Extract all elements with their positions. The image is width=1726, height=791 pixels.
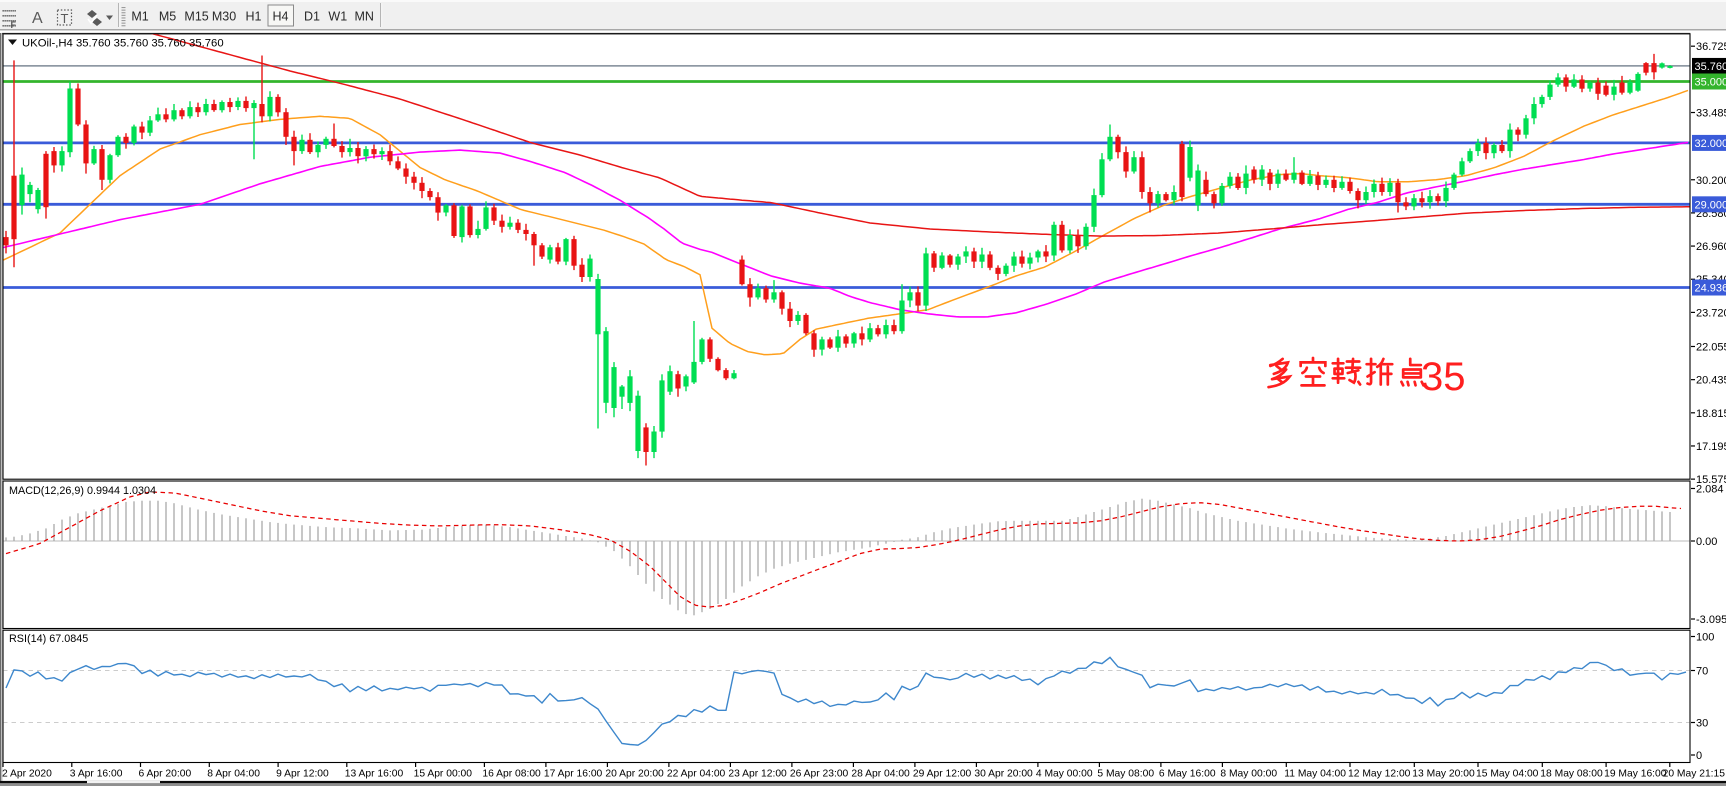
svg-text:4 May 00:00: 4 May 00:00 — [1036, 769, 1093, 780]
svg-text:18.815: 18.815 — [1696, 408, 1726, 420]
svg-text:17.195: 17.195 — [1696, 441, 1726, 453]
svg-text:D1: D1 — [304, 10, 320, 24]
svg-text:M30: M30 — [212, 10, 236, 24]
svg-text:29.000: 29.000 — [1695, 199, 1726, 211]
svg-text:2 Apr 2020: 2 Apr 2020 — [2, 769, 52, 780]
svg-text:20 Apr 20:00: 20 Apr 20:00 — [605, 769, 664, 780]
svg-text:0.00: 0.00 — [1696, 536, 1717, 548]
svg-text:RSI(14) 67.0845: RSI(14) 67.0845 — [9, 633, 88, 645]
svg-text:20 May 21:15: 20 May 21:15 — [1663, 769, 1726, 780]
svg-text:17 Apr 16:00: 17 Apr 16:00 — [544, 769, 603, 780]
svg-text:16 Apr 08:00: 16 Apr 08:00 — [482, 769, 541, 780]
svg-text:35: 35 — [1421, 355, 1466, 399]
svg-text:6 May 16:00: 6 May 16:00 — [1159, 769, 1216, 780]
svg-text:12 May 12:00: 12 May 12:00 — [1348, 769, 1411, 780]
svg-text:5 May 08:00: 5 May 08:00 — [1097, 769, 1154, 780]
svg-text:23.720: 23.720 — [1696, 307, 1726, 319]
svg-text:M1: M1 — [131, 10, 148, 24]
svg-text:19 May 16:00: 19 May 16:00 — [1604, 769, 1667, 780]
svg-text:0: 0 — [1696, 750, 1702, 762]
svg-text:32.000: 32.000 — [1695, 138, 1726, 150]
svg-text:M5: M5 — [159, 10, 176, 24]
svg-text:22.055: 22.055 — [1696, 341, 1726, 353]
svg-text:36.725: 36.725 — [1696, 41, 1726, 53]
svg-text:F: F — [11, 20, 17, 30]
svg-text:-3.0957: -3.0957 — [1696, 614, 1726, 626]
svg-text:W1: W1 — [328, 10, 347, 24]
svg-text:29 Apr 12:00: 29 Apr 12:00 — [913, 769, 972, 780]
svg-text:15 Apr 00:00: 15 Apr 00:00 — [414, 769, 473, 780]
svg-text:24.936: 24.936 — [1695, 283, 1726, 295]
svg-text:8 Apr 04:00: 8 Apr 04:00 — [207, 769, 260, 780]
svg-text:11 May 04:00: 11 May 04:00 — [1284, 769, 1346, 780]
svg-text:26.960: 26.960 — [1696, 241, 1726, 253]
svg-text:13 Apr 16:00: 13 Apr 16:00 — [345, 769, 404, 780]
svg-text:33.485: 33.485 — [1696, 108, 1726, 120]
svg-text:30.200: 30.200 — [1696, 175, 1726, 187]
svg-text:6 Apr 20:00: 6 Apr 20:00 — [139, 769, 192, 780]
svg-text:MACD(12,26,9) 0.9944 1.0304: MACD(12,26,9) 0.9944 1.0304 — [9, 485, 156, 497]
svg-text:26 Apr 23:00: 26 Apr 23:00 — [790, 769, 849, 780]
svg-text:30: 30 — [1696, 718, 1708, 730]
svg-text:3 Apr 16:00: 3 Apr 16:00 — [70, 769, 123, 780]
svg-text:MN: MN — [354, 10, 373, 24]
svg-text:100: 100 — [1696, 632, 1714, 644]
svg-text:9 Apr 12:00: 9 Apr 12:00 — [276, 769, 329, 780]
svg-text:20.435: 20.435 — [1696, 375, 1726, 387]
svg-text:70: 70 — [1696, 666, 1708, 678]
svg-text:30 Apr 20:00: 30 Apr 20:00 — [974, 769, 1033, 780]
svg-text:35.000: 35.000 — [1695, 77, 1726, 89]
svg-text:22 Apr 04:00: 22 Apr 04:00 — [667, 769, 726, 780]
svg-text:T: T — [61, 11, 69, 26]
svg-text:H1: H1 — [246, 10, 262, 24]
svg-text:23 Apr 12:00: 23 Apr 12:00 — [728, 769, 787, 780]
svg-text:18 May 08:00: 18 May 08:00 — [1540, 769, 1603, 780]
svg-text:H4: H4 — [273, 10, 289, 24]
svg-text:15 May 04:00: 15 May 04:00 — [1476, 769, 1539, 780]
svg-text:13 May 20:00: 13 May 20:00 — [1412, 769, 1475, 780]
svg-text:8 May 00:00: 8 May 00:00 — [1220, 769, 1277, 780]
svg-text:28 Apr 04:00: 28 Apr 04:00 — [851, 769, 910, 780]
svg-text:35.760: 35.760 — [1695, 61, 1726, 73]
svg-text:A: A — [32, 10, 43, 27]
svg-text:2.084: 2.084 — [1696, 483, 1724, 495]
svg-text:M15: M15 — [184, 10, 208, 24]
svg-text:UKOil-,H4 35.760 35.760 35.76: UKOil-,H4 35.760 35.760 35.760 35.760 — [22, 38, 224, 50]
